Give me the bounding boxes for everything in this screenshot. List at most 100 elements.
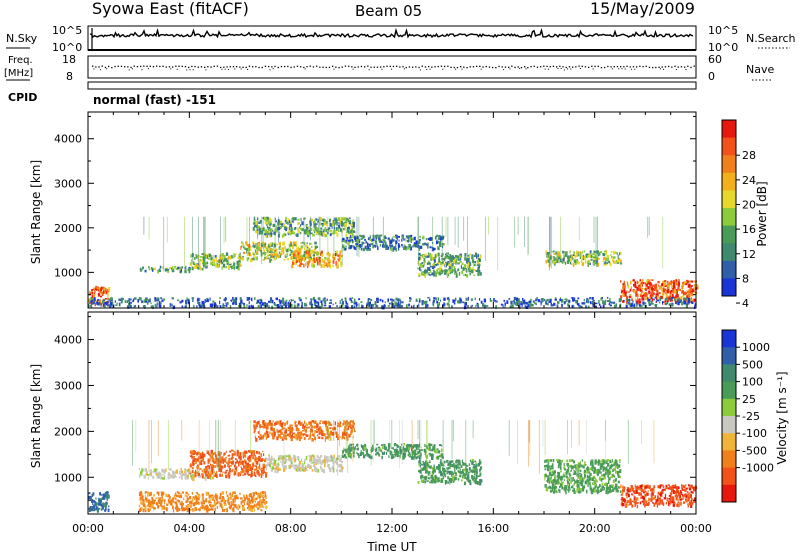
velocity-echo-mark (290, 460, 293, 465)
power-echo-mark (671, 293, 674, 297)
velocity-echo-mark (439, 462, 441, 464)
power-echo-mark (476, 255, 478, 259)
power-echo-mark (651, 290, 654, 294)
velocity-echo-mark (429, 447, 431, 452)
freq-dot (332, 65, 334, 67)
power-echo-streak (333, 216, 335, 257)
power-echo-mark (336, 250, 339, 253)
power-echo-mark (308, 251, 310, 256)
velocity-echo-mark (250, 451, 253, 456)
freq-dot (549, 66, 551, 68)
power-echo-mark (103, 290, 105, 294)
velocity-echo-mark (219, 469, 223, 473)
power-echo-mark (561, 303, 563, 308)
velocity-echo-mark (193, 462, 195, 465)
velocity-echo-mark (480, 466, 483, 470)
power-echo-mark (362, 247, 366, 252)
velocity-echo-mark (304, 433, 307, 436)
velocity-echo-mark (473, 470, 477, 472)
velocity-echo-mark (146, 469, 148, 472)
velocity-echo-mark (140, 470, 143, 475)
power-echo-mark (420, 254, 422, 257)
power-echo-mark (587, 255, 590, 258)
power-echo-mark (629, 288, 632, 292)
velocity-echo-mark (303, 433, 306, 436)
power-echo-mark (440, 299, 441, 302)
power-echo-mark (293, 304, 296, 307)
freq-dot (460, 66, 462, 68)
power-echo-mark (276, 243, 279, 246)
power-echo-mark (216, 263, 218, 267)
power-echo-streak (184, 216, 185, 268)
power-echo-mark (199, 256, 203, 258)
velocity-echo-mark (445, 481, 447, 485)
velocity-echo-mark (455, 460, 458, 464)
nave-dot (442, 68, 444, 70)
velocity-echo-mark (296, 428, 300, 432)
freq-dot (168, 66, 171, 68)
velocity-echo-mark (341, 466, 344, 470)
power-echo-streak (192, 216, 193, 263)
nave-dot (544, 68, 546, 70)
power-echo-mark (642, 301, 645, 305)
power-echo-mark (300, 227, 302, 231)
power-echo-streak (274, 216, 276, 253)
power-echo-mark (616, 259, 620, 263)
station-title: Syowa East (fitACF) (92, 0, 249, 18)
power-echo-mark (261, 230, 263, 234)
power-echo-mark (453, 258, 456, 262)
nave-dot (461, 68, 463, 70)
power-echo-mark (185, 299, 187, 304)
power-echo-mark (273, 242, 276, 245)
nave-dot (128, 69, 130, 71)
power-echo-mark (276, 251, 278, 255)
power-echo-mark (351, 227, 353, 231)
freq-dot (456, 66, 459, 69)
power-echo-mark (322, 298, 325, 302)
velocity-echo-mark (475, 471, 478, 474)
velocity-echo-mark (280, 454, 282, 458)
power-echo-mark (553, 302, 556, 306)
velocity-echo-mark (323, 469, 325, 474)
power-echo-mark (444, 263, 446, 267)
power-echo-mark (619, 251, 622, 255)
power-echo-mark (452, 269, 454, 272)
power-echo-mark (225, 302, 227, 305)
velocity-echo-mark (617, 466, 619, 470)
velocity-echo-mark (439, 444, 441, 446)
velocity-echo-mark (196, 458, 199, 461)
velocity-echo-mark (223, 452, 226, 456)
power-echo-mark (596, 262, 600, 267)
power-echo-mark (590, 254, 593, 259)
velocity-echo-mark (249, 454, 252, 459)
velocity-echo-mark (349, 421, 351, 424)
velocity-echo-mark (200, 462, 203, 466)
power-echo-mark (252, 241, 255, 245)
power-echo-mark (174, 266, 177, 269)
velocity-echo-mark (244, 450, 248, 454)
power-echo-mark (295, 244, 297, 248)
freq-dot (668, 65, 670, 68)
power-echo-mark (300, 232, 302, 235)
power-echo-mark (284, 226, 286, 229)
power-echo-streak (198, 216, 199, 267)
power-echo-mark (590, 252, 592, 256)
nave-dot (247, 69, 249, 70)
freq-dot (565, 66, 567, 69)
power-echo-mark (280, 221, 283, 224)
power-echo-mark (91, 288, 94, 291)
velocity-echo-mark (232, 468, 234, 472)
power-echo-mark (664, 288, 667, 291)
power-echo-mark (654, 284, 657, 289)
power-echo-mark (641, 297, 644, 301)
velocity-echo-mark (331, 460, 334, 462)
velocity-echo-mark (457, 469, 459, 472)
velocity-echo-mark (265, 427, 268, 430)
velocity-echo-mark (257, 471, 260, 475)
power-echo-mark (225, 297, 227, 301)
power-echo-mark (439, 261, 442, 265)
power-echo-mark (439, 272, 443, 275)
velocity-echo-mark (333, 467, 335, 470)
freq-dot (450, 66, 452, 68)
